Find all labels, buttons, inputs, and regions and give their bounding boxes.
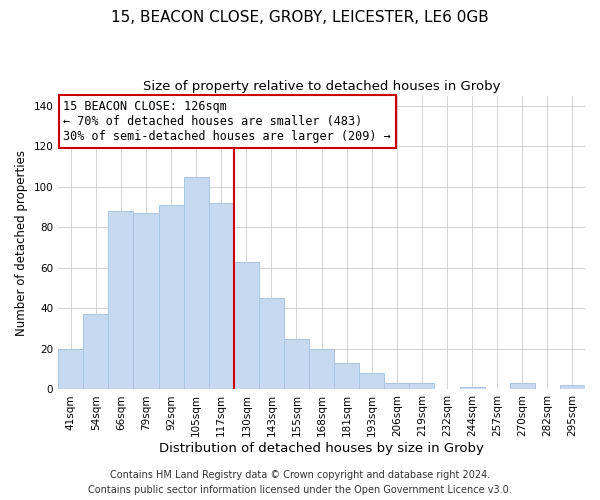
Text: Contains HM Land Registry data © Crown copyright and database right 2024.
Contai: Contains HM Land Registry data © Crown c… <box>88 470 512 495</box>
Bar <box>359 373 385 390</box>
Bar <box>409 384 434 390</box>
Y-axis label: Number of detached properties: Number of detached properties <box>15 150 28 336</box>
Bar <box>560 386 585 390</box>
Bar <box>209 203 234 390</box>
Bar <box>385 384 409 390</box>
Bar <box>133 213 158 390</box>
Bar <box>83 314 109 390</box>
Title: Size of property relative to detached houses in Groby: Size of property relative to detached ho… <box>143 80 500 93</box>
X-axis label: Distribution of detached houses by size in Groby: Distribution of detached houses by size … <box>159 442 484 455</box>
Bar <box>284 339 309 390</box>
Bar <box>109 211 133 390</box>
Bar <box>309 349 334 390</box>
Bar <box>58 349 83 390</box>
Bar <box>158 205 184 390</box>
Text: 15 BEACON CLOSE: 126sqm
← 70% of detached houses are smaller (483)
30% of semi-d: 15 BEACON CLOSE: 126sqm ← 70% of detache… <box>64 100 391 143</box>
Text: 15, BEACON CLOSE, GROBY, LEICESTER, LE6 0GB: 15, BEACON CLOSE, GROBY, LEICESTER, LE6 … <box>111 10 489 25</box>
Bar <box>460 388 485 390</box>
Bar <box>234 262 259 390</box>
Bar <box>184 176 209 390</box>
Bar <box>510 384 535 390</box>
Bar <box>259 298 284 390</box>
Bar <box>334 363 359 390</box>
